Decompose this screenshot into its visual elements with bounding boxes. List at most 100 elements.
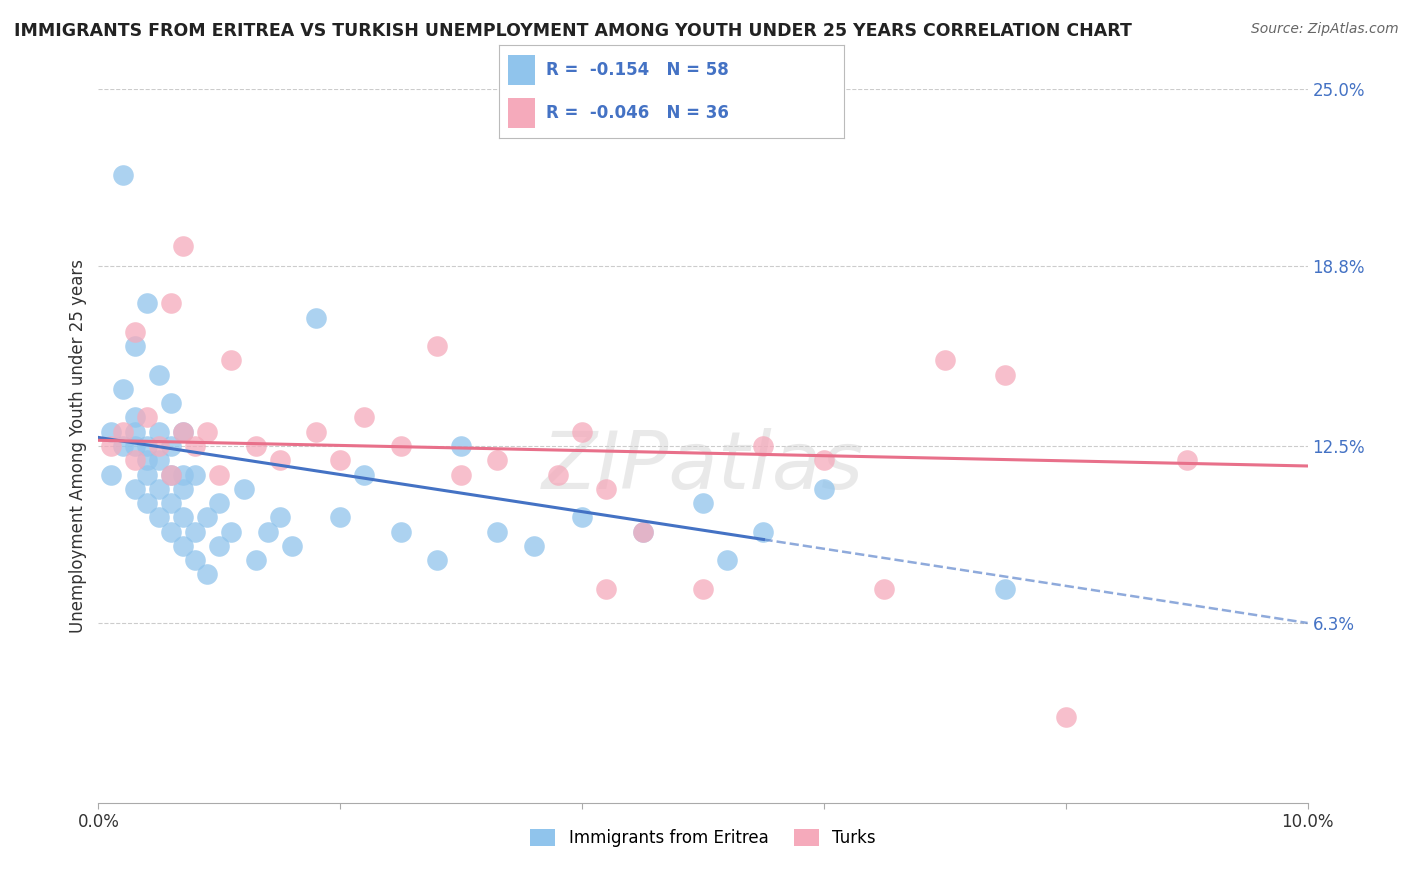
Point (148, 439, 170, 453)
Point (450, 439, 472, 453)
Point (111, 382, 134, 396)
Point (195, 510, 218, 524)
Point (135, 410, 157, 425)
Point (160, 396, 183, 410)
Point (111, 425, 134, 439)
Point (135, 496, 157, 510)
Point (148, 368, 170, 382)
Point (232, 482, 254, 496)
Point (148, 453, 170, 467)
Point (221, 353, 243, 368)
Point (595, 582, 617, 596)
Point (148, 425, 170, 439)
Point (305, 310, 328, 325)
Point (172, 510, 194, 524)
Point (269, 510, 291, 524)
Point (124, 482, 146, 496)
Point (124, 325, 146, 339)
Point (873, 582, 896, 596)
Point (184, 524, 207, 539)
Bar (508, 55, 536, 85)
Point (486, 524, 509, 539)
Point (160, 524, 183, 539)
Point (148, 482, 170, 496)
Bar (508, 98, 536, 128)
Point (172, 539, 194, 553)
Point (329, 510, 352, 524)
Y-axis label: Unemployment Among Youth under 25 years: Unemployment Among Youth under 25 years (69, 259, 87, 633)
Point (752, 524, 775, 539)
Point (135, 467, 157, 482)
Point (100, 425, 122, 439)
Point (571, 425, 593, 439)
Point (195, 567, 218, 582)
Point (716, 553, 738, 567)
Text: ZIPatlas: ZIPatlas (541, 428, 865, 507)
Point (269, 453, 291, 467)
Point (172, 425, 194, 439)
Point (994, 368, 1017, 382)
Point (124, 339, 146, 353)
Point (135, 439, 157, 453)
Point (281, 539, 304, 553)
Point (631, 524, 654, 539)
Point (329, 453, 352, 467)
Point (571, 510, 593, 524)
Point (172, 425, 194, 439)
Point (111, 439, 134, 453)
Point (160, 467, 183, 482)
Text: R =  -0.046   N = 36: R = -0.046 N = 36 (546, 104, 728, 122)
Point (124, 439, 146, 453)
Point (389, 439, 412, 453)
Point (111, 168, 134, 182)
Point (547, 467, 569, 482)
Point (100, 439, 122, 453)
Text: R =  -0.154   N = 58: R = -0.154 N = 58 (546, 61, 728, 78)
Point (100, 467, 122, 482)
Point (135, 453, 157, 467)
Point (124, 453, 146, 467)
Point (160, 496, 183, 510)
Point (245, 439, 267, 453)
Point (208, 467, 231, 482)
Point (135, 296, 157, 310)
Point (389, 524, 412, 539)
Point (631, 524, 654, 539)
Point (426, 553, 449, 567)
Point (353, 467, 375, 482)
Point (934, 353, 956, 368)
Point (160, 439, 183, 453)
Point (813, 482, 835, 496)
Point (256, 524, 278, 539)
Point (692, 582, 714, 596)
Text: Source: ZipAtlas.com: Source: ZipAtlas.com (1251, 22, 1399, 37)
Point (208, 539, 231, 553)
Legend: Immigrants from Eritrea, Turks: Immigrants from Eritrea, Turks (522, 821, 884, 855)
Point (595, 482, 617, 496)
Point (124, 410, 146, 425)
Point (245, 553, 267, 567)
Point (813, 453, 835, 467)
Text: IMMIGRANTS FROM ERITREA VS TURKISH UNEMPLOYMENT AMONG YOUTH UNDER 25 YEARS CORRE: IMMIGRANTS FROM ERITREA VS TURKISH UNEMP… (14, 22, 1132, 40)
Point (692, 496, 714, 510)
Point (353, 410, 375, 425)
Point (160, 467, 183, 482)
Point (752, 439, 775, 453)
Point (994, 582, 1017, 596)
Point (208, 496, 231, 510)
Point (195, 425, 218, 439)
Point (184, 467, 207, 482)
Point (450, 467, 472, 482)
Point (426, 339, 449, 353)
Point (523, 539, 546, 553)
Point (184, 553, 207, 567)
Point (124, 425, 146, 439)
Point (486, 453, 509, 467)
Point (184, 439, 207, 453)
Point (1175, 453, 1198, 467)
Point (172, 239, 194, 253)
Point (172, 467, 194, 482)
Point (160, 296, 183, 310)
Point (221, 524, 243, 539)
Point (305, 425, 328, 439)
